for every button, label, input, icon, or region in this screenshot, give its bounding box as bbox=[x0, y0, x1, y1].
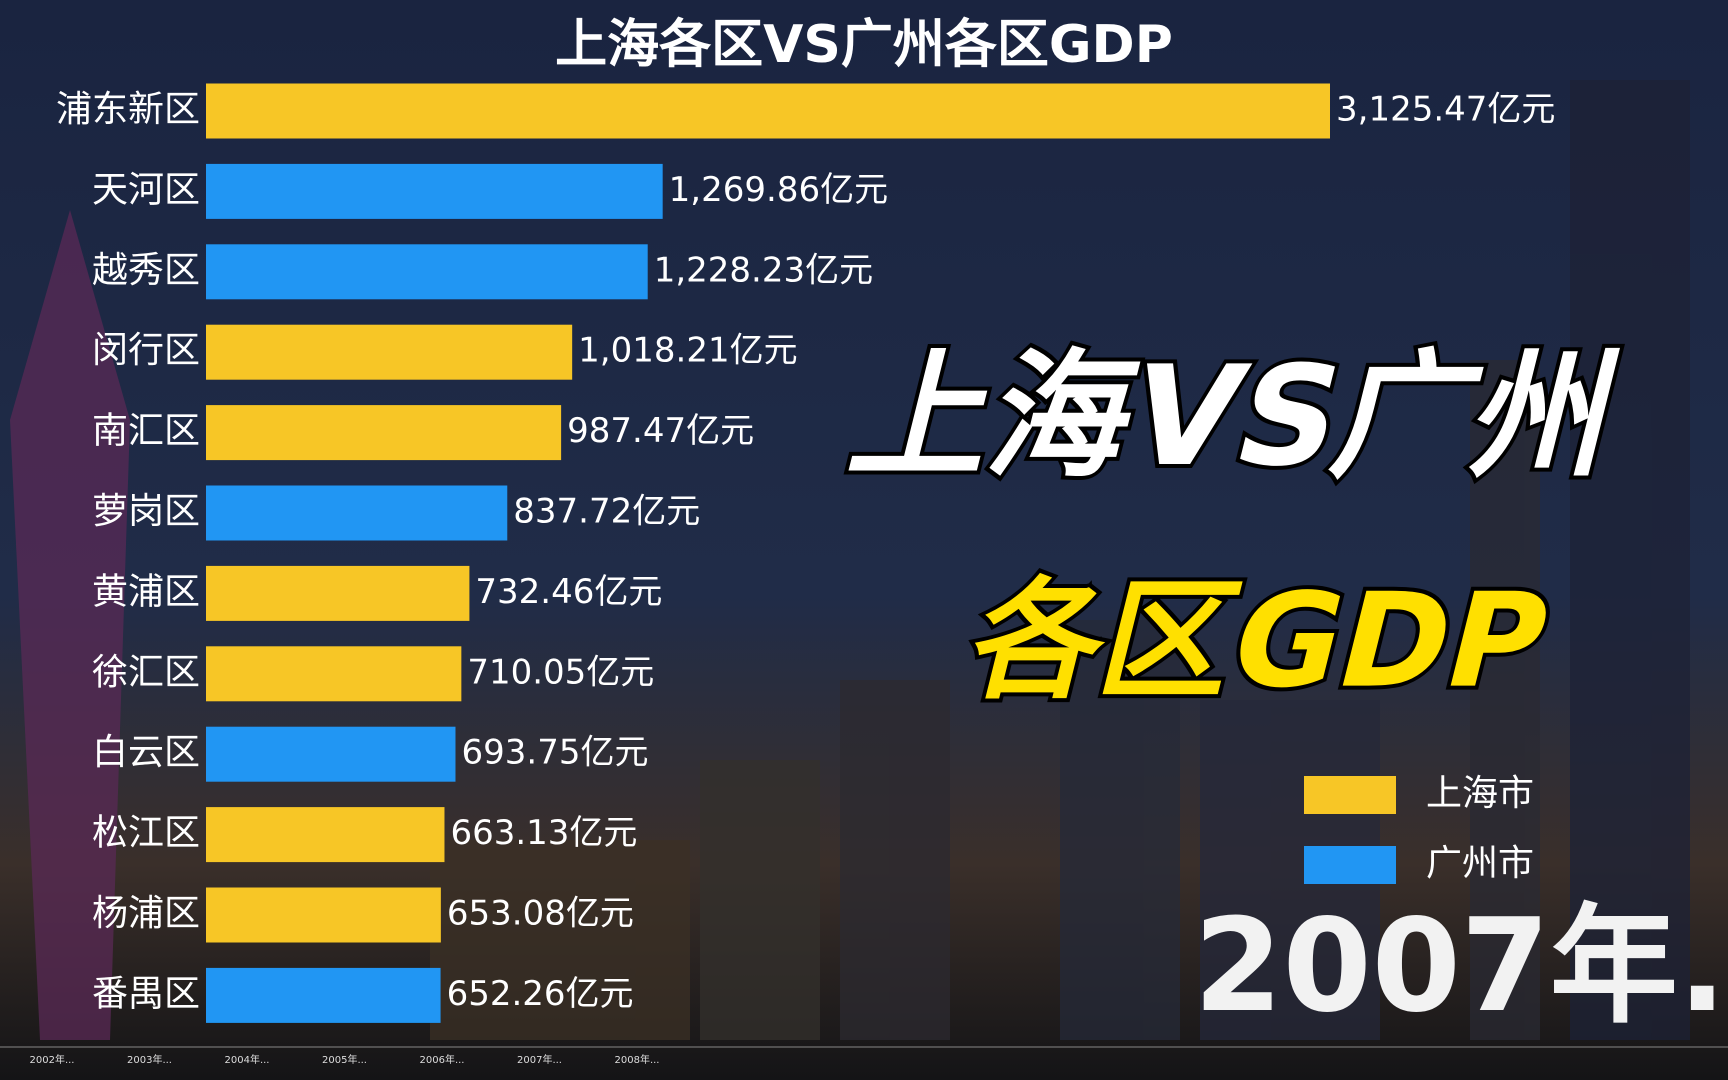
bar bbox=[206, 324, 573, 380]
legend-swatch bbox=[1304, 776, 1396, 814]
legend-swatch bbox=[1304, 846, 1396, 884]
category-label: 天河区 bbox=[92, 169, 200, 210]
value-label: 652.26亿元 bbox=[447, 974, 634, 1014]
bar bbox=[206, 163, 663, 219]
category-label: 闵行区 bbox=[92, 330, 200, 371]
bar bbox=[206, 807, 445, 863]
value-label: 1,269.86亿元 bbox=[669, 170, 888, 210]
value-label: 1,228.23亿元 bbox=[654, 250, 873, 290]
bar bbox=[206, 83, 1330, 139]
value-label: 653.08亿元 bbox=[447, 894, 634, 934]
timeline-label: 2004年... bbox=[225, 1053, 270, 1066]
timeline-label: 2008年... bbox=[615, 1053, 660, 1066]
legend-label: 广州市 bbox=[1426, 843, 1534, 884]
chart-title: 上海各区VS广州各区GDP bbox=[555, 15, 1173, 75]
timeline-label: 2007年... bbox=[517, 1053, 562, 1066]
value-label: 710.05亿元 bbox=[467, 652, 654, 692]
bar bbox=[206, 887, 441, 943]
legend-label: 上海市 bbox=[1426, 773, 1534, 814]
skyline bbox=[10, 80, 1690, 1040]
category-label: 杨浦区 bbox=[92, 893, 200, 934]
timeline-label: 2003年... bbox=[127, 1053, 172, 1066]
category-label: 徐汇区 bbox=[92, 652, 200, 693]
value-label: 987.47亿元 bbox=[567, 411, 754, 451]
bar bbox=[206, 967, 441, 1023]
category-label: 南汇区 bbox=[92, 411, 200, 452]
category-label: 白云区 bbox=[92, 732, 200, 773]
bar bbox=[206, 244, 648, 300]
value-label: 663.13亿元 bbox=[450, 813, 637, 853]
overlay-subtitle: 各区GDP bbox=[956, 565, 1564, 717]
overlay-title: 上海VS广州 bbox=[837, 337, 1635, 498]
timeline-label: 2006年... bbox=[420, 1053, 465, 1066]
value-label: 3,125.47亿元 bbox=[1336, 90, 1555, 130]
value-label: 732.46亿元 bbox=[475, 572, 662, 612]
value-label: 837.72亿元 bbox=[513, 492, 700, 532]
year-label: 2007年. bbox=[1194, 892, 1727, 1041]
timeline-label: 2002年... bbox=[30, 1053, 75, 1066]
bar bbox=[206, 405, 562, 461]
bar bbox=[206, 565, 470, 621]
bar bbox=[206, 646, 462, 702]
value-label: 693.75亿元 bbox=[461, 733, 648, 773]
category-label: 越秀区 bbox=[92, 250, 200, 291]
category-label: 松江区 bbox=[92, 813, 200, 854]
category-label: 浦东新区 bbox=[56, 89, 200, 130]
category-label: 黄浦区 bbox=[92, 571, 200, 612]
value-label: 1,018.21亿元 bbox=[578, 331, 797, 371]
category-label: 萝岗区 bbox=[92, 491, 200, 532]
category-label: 番禺区 bbox=[92, 973, 200, 1014]
timeline-label: 2005年... bbox=[322, 1053, 367, 1066]
bar bbox=[206, 485, 508, 541]
bar bbox=[206, 726, 456, 782]
